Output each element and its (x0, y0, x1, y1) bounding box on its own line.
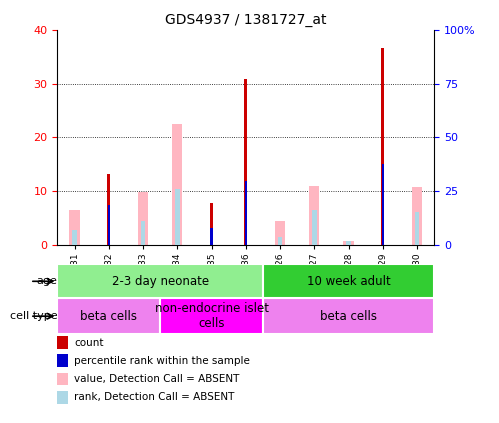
Bar (312, 210, 317, 245)
Bar (275, 221, 285, 245)
Title: GDS4937 / 1381727_at: GDS4937 / 1381727_at (165, 13, 326, 27)
Bar (138, 192, 148, 245)
Bar (72, 230, 77, 245)
Bar (141, 221, 145, 245)
Bar (382, 165, 384, 245)
Text: count: count (74, 338, 104, 348)
Bar (160, 298, 263, 334)
Bar (412, 187, 422, 245)
Text: rank, Detection Call = ABSENT: rank, Detection Call = ABSENT (74, 392, 235, 402)
Bar (381, 49, 384, 245)
Bar (210, 203, 213, 245)
Bar (245, 181, 247, 245)
Bar (343, 241, 354, 245)
Bar (172, 124, 183, 245)
Bar (346, 241, 351, 245)
Bar (244, 79, 248, 245)
Bar (57, 264, 263, 298)
Bar (415, 212, 419, 245)
Text: value, Detection Call = ABSENT: value, Detection Call = ABSENT (74, 374, 240, 384)
Bar (211, 228, 213, 245)
Text: non-endocrine islet
cells: non-endocrine islet cells (155, 302, 268, 330)
Bar (107, 173, 110, 245)
Text: 10 week adult: 10 week adult (306, 275, 390, 288)
Text: cell type: cell type (10, 311, 57, 321)
Bar (263, 298, 434, 334)
Bar (277, 237, 282, 245)
Text: beta cells: beta cells (80, 310, 137, 323)
Text: percentile rank within the sample: percentile rank within the sample (74, 356, 250, 366)
Bar (69, 210, 80, 245)
Bar (108, 205, 110, 245)
Text: age: age (36, 276, 57, 286)
Bar (175, 189, 180, 245)
Text: beta cells: beta cells (320, 310, 377, 323)
Bar (57, 298, 160, 334)
Bar (263, 264, 434, 298)
Text: 2-3 day neonate: 2-3 day neonate (112, 275, 209, 288)
Bar (309, 186, 319, 245)
